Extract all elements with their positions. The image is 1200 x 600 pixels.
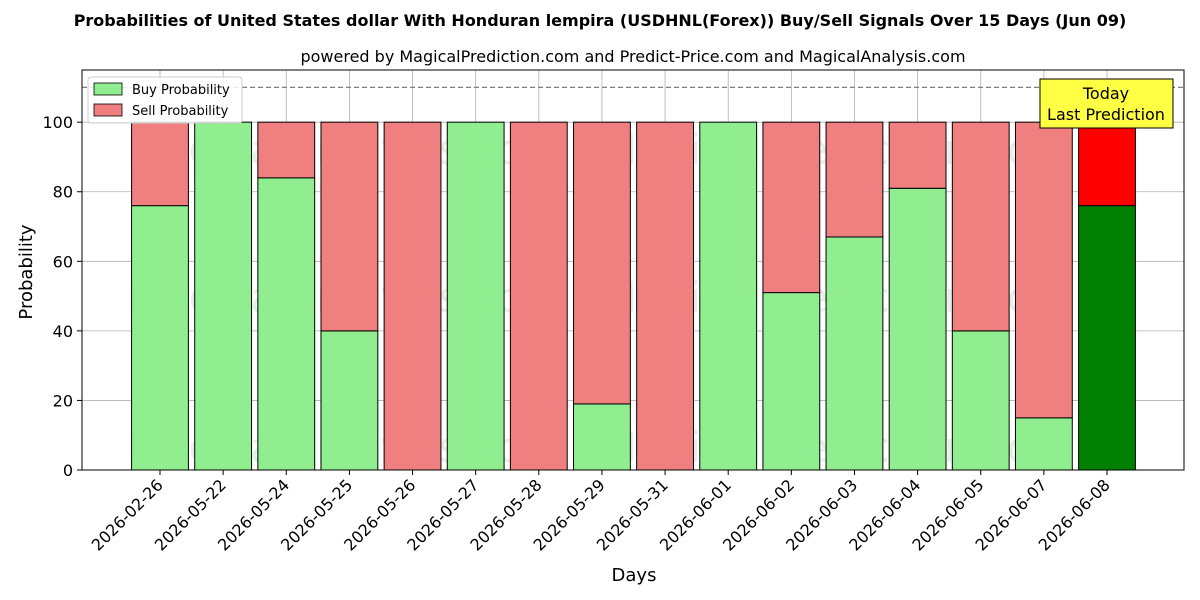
legend-sell-label: Sell Probability (132, 104, 229, 119)
legend-buy-label: Buy Probability (132, 83, 230, 98)
bar-buy (131, 205, 189, 471)
today-annotation: Today Last Prediction (1039, 78, 1174, 129)
bar-buy (446, 121, 505, 471)
annotation-line1: Today (1082, 84, 1129, 103)
bar-buy (194, 121, 253, 471)
y-tick-label: 80 (53, 183, 73, 202)
chart-title: Probabilities of United States dollar Wi… (74, 11, 1127, 30)
y-tick-label: 40 (53, 322, 73, 341)
bar-buy (320, 330, 379, 471)
bar-sell (573, 121, 631, 405)
y-tick-label: 0 (63, 461, 73, 480)
bar-buy (762, 292, 821, 471)
bar-sell (888, 121, 947, 189)
bar-buy (825, 236, 884, 471)
x-axis-ticks: 2026-02-262026-05-222026-05-242026-05-25… (88, 470, 1114, 555)
bar-buy (573, 403, 631, 471)
bar-sell (257, 121, 316, 179)
bar-sell (383, 121, 442, 471)
bar-sell (951, 121, 1010, 332)
legend-buy-swatch (93, 82, 123, 96)
bar-buy (699, 121, 758, 471)
bar-buy (1078, 205, 1136, 471)
bar-buy (951, 330, 1010, 471)
chart-subtitle: powered by MagicalPrediction.com and Pre… (300, 47, 965, 66)
x-axis-label: Days (612, 565, 657, 586)
y-tick-label: 60 (53, 252, 73, 271)
legend-sell-swatch (93, 103, 123, 117)
bar-buy (257, 177, 316, 471)
y-tick-label: 100 (42, 113, 73, 132)
bar-buy (1014, 417, 1073, 471)
annotation-line2: Last Prediction (1047, 105, 1165, 124)
bar-sell (131, 121, 189, 207)
annotation-box (1039, 78, 1174, 129)
bar-sell (509, 121, 568, 471)
legend: Buy Probability Sell Probability (87, 76, 243, 124)
bar-sell (762, 121, 821, 294)
plot-frame (81, 69, 1185, 471)
bar-sell (636, 121, 694, 471)
bar-sell (1078, 121, 1136, 207)
bar-sell (825, 121, 884, 238)
y-axis-label: Probability (16, 224, 37, 319)
bar-sell (320, 121, 379, 332)
bars (131, 121, 1136, 471)
bar-sell (1014, 121, 1073, 419)
y-tick-label: 20 (53, 391, 73, 410)
bar-buy (888, 187, 947, 471)
y-axis-ticks: 0 20 40 60 80 100 (42, 113, 82, 480)
legend-frame (87, 76, 243, 124)
